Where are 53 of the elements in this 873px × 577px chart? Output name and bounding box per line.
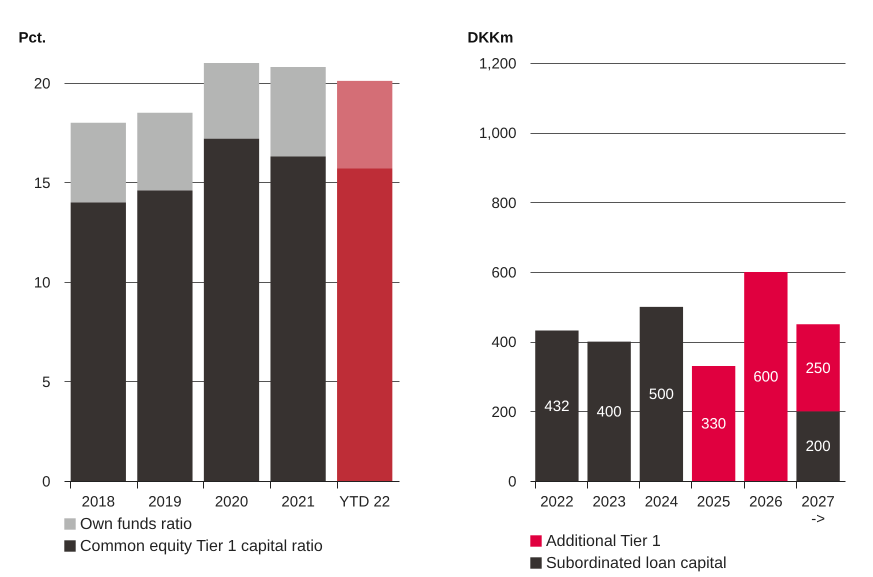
bar bbox=[337, 168, 392, 481]
y-tick-label: 1,000 bbox=[478, 125, 516, 142]
x-tick-label: 2019 bbox=[148, 494, 182, 510]
x-tick-label: 2021 bbox=[281, 494, 315, 510]
x-tick-label: 2022 bbox=[540, 494, 574, 510]
x-tick-label: 2024 bbox=[644, 494, 678, 510]
y-tick-label: 15 bbox=[34, 174, 50, 192]
bar bbox=[587, 342, 631, 481]
bar bbox=[204, 138, 260, 481]
bar bbox=[796, 324, 840, 412]
x-tick-label: 2027 -> bbox=[801, 494, 835, 528]
bar bbox=[692, 366, 736, 481]
bar bbox=[337, 80, 392, 168]
data-label: 500 bbox=[648, 386, 674, 403]
bar bbox=[270, 156, 326, 481]
bar bbox=[137, 112, 193, 190]
data-label: 400 bbox=[596, 403, 622, 420]
bar bbox=[70, 202, 126, 481]
legend-label: Subordinated loan capital bbox=[546, 555, 727, 572]
y-tick-label: 400 bbox=[491, 334, 516, 352]
y-axis-title: DKKm bbox=[468, 30, 514, 46]
legend-label: Common equity Tier 1 capital ratio bbox=[80, 538, 323, 555]
x-tick-label: 2023 bbox=[592, 494, 626, 510]
bar bbox=[796, 411, 840, 481]
bar bbox=[137, 190, 193, 481]
y-tick-label: 800 bbox=[491, 194, 516, 212]
x-tick-label: 2018 bbox=[82, 494, 115, 510]
data-label: 600 bbox=[753, 368, 778, 386]
x-tick-label: 2026 bbox=[749, 494, 783, 510]
data-label: 200 bbox=[806, 438, 831, 456]
x-tick-label: 2020 bbox=[214, 494, 248, 510]
bar bbox=[70, 122, 126, 202]
y-tick-label: 5 bbox=[42, 374, 50, 391]
data-label: 432 bbox=[544, 398, 570, 415]
y-axis-title: Pct. bbox=[18, 30, 46, 46]
y-tick-label: 10 bbox=[34, 274, 50, 292]
bar bbox=[270, 66, 326, 157]
bar bbox=[640, 306, 684, 481]
data-label: 330 bbox=[701, 416, 726, 433]
y-tick-label: 1,200 bbox=[478, 56, 516, 72]
legend-label: Own funds ratio bbox=[80, 516, 192, 533]
y-tick-label: 0 bbox=[508, 474, 516, 490]
bar bbox=[535, 330, 579, 481]
legend-label: Additional Tier 1 bbox=[546, 533, 661, 550]
x-tick-label: YTD 22 bbox=[339, 494, 390, 510]
y-tick-label: 600 bbox=[491, 264, 516, 282]
bar bbox=[204, 63, 260, 139]
x-tick-label: 2025 bbox=[696, 494, 730, 510]
y-tick-label: 20 bbox=[34, 75, 50, 92]
y-tick-label: 0 bbox=[42, 474, 50, 490]
data-label: 250 bbox=[806, 360, 831, 377]
y-tick-label: 200 bbox=[491, 404, 516, 421]
bar bbox=[744, 272, 788, 481]
